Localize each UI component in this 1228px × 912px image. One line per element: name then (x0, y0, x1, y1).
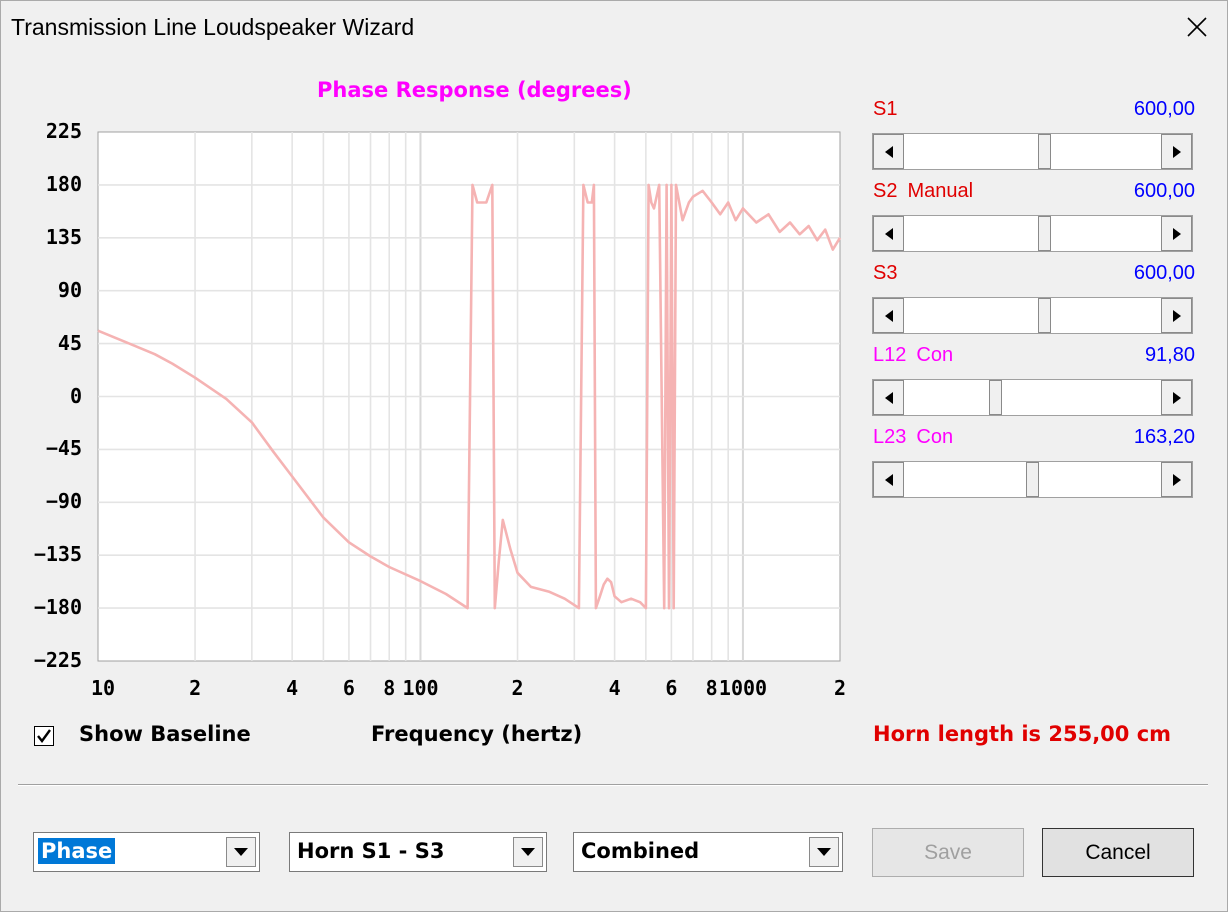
x-tick-label: 4 (608, 676, 621, 700)
separator (18, 784, 1208, 786)
slider-label-s1: S1 (873, 98, 897, 121)
slider-s3[interactable] (872, 297, 1193, 334)
arrow-left-icon (884, 391, 893, 404)
slider-value-l12: 91,80 (1144, 344, 1195, 366)
arrow-left-icon (884, 145, 893, 158)
scroll-left-button[interactable] (873, 298, 904, 333)
section-combo-value: Horn S1 - S3 (297, 839, 445, 863)
scroll-left-button[interactable] (873, 462, 904, 497)
slider-s1[interactable] (872, 133, 1193, 170)
arrow-right-icon (1172, 391, 1181, 404)
y-tick-label: 90 (57, 277, 82, 302)
slider-mode: Con (916, 344, 954, 366)
scroll-left-button[interactable] (873, 380, 904, 415)
scroll-left-button[interactable] (873, 134, 904, 169)
close-button[interactable] (1166, 0, 1228, 54)
y-tick-label: 180 (45, 171, 82, 196)
slider-thumb[interactable] (989, 380, 1003, 415)
slider-thumb[interactable] (1038, 134, 1052, 169)
slider-mode: Con (916, 426, 954, 448)
x-tick-label: 2 (189, 676, 202, 700)
output-combo[interactable]: Combined (573, 832, 843, 872)
slider-thumb[interactable] (1038, 216, 1052, 251)
mode-combo-value: Phase (36, 837, 117, 865)
horn-length-text: Horn length is 255,00 cm (873, 722, 1172, 746)
slider-name: L23 (873, 426, 907, 448)
x-tick-label: 2 (834, 676, 847, 700)
x-tick-label: 6 (342, 676, 355, 700)
slider-label-l12: L12 Con (873, 344, 953, 367)
section-combo[interactable]: Horn S1 - S3 (289, 832, 547, 872)
chevron-down-icon (817, 848, 831, 856)
slider-thumb[interactable] (1026, 462, 1039, 497)
y-tick-label: 225 (45, 119, 82, 143)
slider-thumb[interactable] (1038, 298, 1052, 333)
slider-value-s3: 600,00 (1133, 262, 1195, 284)
slider-name: S2 (873, 180, 898, 202)
mode-combo-dropdown-button[interactable] (226, 837, 256, 867)
slider-name: L12 (873, 344, 907, 366)
y-tick-label: −225 (33, 648, 82, 672)
section-combo-dropdown-button[interactable] (513, 837, 543, 867)
show-baseline-checkbox[interactable] (34, 726, 54, 746)
chevron-down-icon (234, 848, 248, 856)
scroll-right-button[interactable] (1161, 216, 1192, 251)
slider-value-s1: 600,00 (1133, 98, 1195, 120)
output-combo-value: Combined (581, 839, 700, 863)
title-bar: Transmission Line Loudspeaker Wizard (0, 0, 1228, 56)
checkmark-icon (37, 729, 51, 743)
slider-value-s2: 600,00 (1133, 180, 1195, 202)
y-tick-label: −180 (33, 595, 82, 620)
scroll-right-button[interactable] (1161, 134, 1192, 169)
x-tick-label: 2 (511, 676, 524, 700)
scroll-right-button[interactable] (1161, 380, 1192, 415)
mode-combo[interactable]: Phase (33, 832, 260, 872)
y-tick-label: −90 (45, 489, 82, 514)
x-tick-label: 1000 (718, 676, 768, 700)
slider-s2[interactable] (872, 215, 1193, 252)
x-tick-label: 8 (705, 676, 718, 700)
scroll-right-button[interactable] (1161, 462, 1192, 497)
y-tick-label: −45 (45, 436, 82, 461)
x-axis-title: Frequency (hertz) (371, 722, 583, 746)
y-tick-label: −135 (33, 542, 82, 567)
slider-name: S1 (873, 98, 898, 120)
slider-label-l23: L23 Con (873, 426, 953, 449)
arrow-right-icon (1172, 309, 1181, 322)
slider-name: S3 (873, 262, 898, 284)
arrow-right-icon (1172, 145, 1181, 158)
slider-label-s2: S2 Manual (873, 180, 973, 203)
arrow-left-icon (884, 309, 893, 322)
chevron-down-icon (521, 848, 535, 856)
slider-label-s3: S3 (873, 262, 897, 285)
window-title: Transmission Line Loudspeaker Wizard (11, 14, 415, 40)
y-tick-label: 135 (45, 224, 82, 249)
slider-value-l23: 163,20 (1133, 426, 1195, 448)
arrow-left-icon (884, 473, 893, 486)
chart-title: Phase Response (degrees) (317, 78, 632, 102)
arrow-left-icon (884, 227, 893, 240)
arrow-right-icon (1172, 227, 1181, 240)
cancel-button[interactable]: Cancel (1042, 828, 1194, 877)
phase-series-line (97, 183, 842, 610)
scroll-left-button[interactable] (873, 216, 904, 251)
save-button[interactable]: Save (872, 828, 1024, 877)
x-tick-label: 10 (91, 676, 116, 700)
slider-mode: Manual (907, 180, 974, 202)
x-tick-label: 4 (286, 676, 299, 700)
phase-chart (97, 131, 842, 662)
slider-l23[interactable] (872, 461, 1193, 498)
y-tick-label: 45 (57, 330, 82, 355)
arrow-right-icon (1172, 473, 1181, 486)
y-tick-label: 0 (69, 383, 82, 408)
slider-l12[interactable] (872, 379, 1193, 416)
x-tick-label: 6 (665, 676, 678, 700)
x-tick-label: 8 (383, 676, 396, 700)
scroll-right-button[interactable] (1161, 298, 1192, 333)
show-baseline-label[interactable]: Show Baseline (79, 722, 251, 746)
close-icon (1187, 17, 1207, 37)
x-tick-label: 100 (402, 676, 439, 700)
output-combo-dropdown-button[interactable] (809, 837, 839, 867)
